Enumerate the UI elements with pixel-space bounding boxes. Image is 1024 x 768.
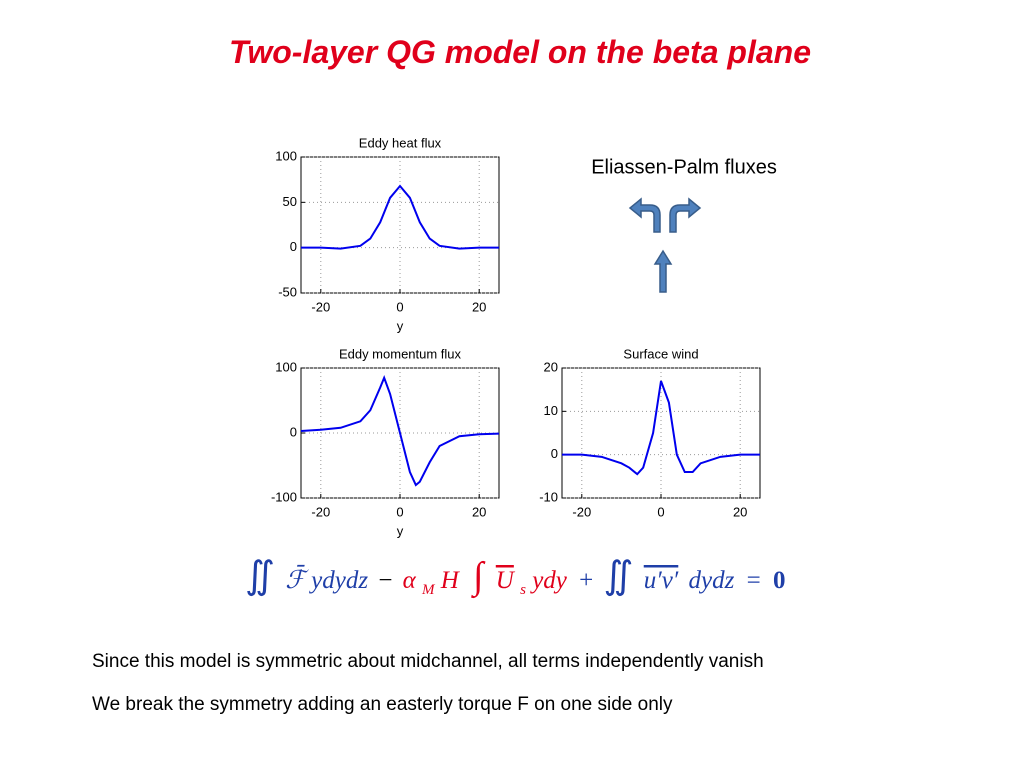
eq-sym: M [421,582,436,598]
x-tick-label: 20 [733,504,747,519]
y-tick-label: 50 [283,194,297,209]
slide-title: Two-layer QG model on the beta plane [229,34,811,70]
x-tick-label: 20 [472,299,486,314]
x-tick-label: 0 [396,299,403,314]
y-tick-label: 0 [551,446,558,461]
x-tick-label: 20 [472,504,486,519]
note: Since this model is symmetric about midc… [92,651,764,672]
ep-arrows [628,197,702,293]
equation: ∬ ℱ̄ ydydz − α M H ∫ U s ydy + ∬ u′v′ dy… [245,555,785,600]
x-tick-label: 0 [396,504,403,519]
x-tick-label: 0 [657,504,664,519]
y-tick-label: -10 [539,489,558,504]
y-tick-label: -50 [278,284,297,299]
data-line [300,374,500,487]
ep-label: Eliassen-Palm fluxes [591,156,777,178]
x-axis-label: y [397,318,404,333]
chart-title: Surface wind [623,346,698,361]
chart-title: Eddy momentum flux [339,346,462,361]
eq-sym: ydydz [308,567,368,594]
x-axis-label: y [397,523,404,538]
y-tick-label: 100 [275,148,297,163]
x-tick-label: -20 [311,504,330,519]
eq-sym: dydz [689,567,735,594]
eq-sym: ℱ̄ [285,564,309,594]
data-line [562,380,760,476]
eq-sym: 0 [773,567,786,594]
eq-sym: U [496,567,516,594]
y-tick-label: -100 [271,489,297,504]
x-tick-label: -20 [572,504,591,519]
note: We break the symmetry adding an easterly… [92,694,673,715]
y-tick-label: 10 [544,403,558,418]
chart-title: Eddy heat flux [359,135,442,150]
y-tick-label: 0 [290,239,297,254]
eq-sym: ∬ [604,555,634,597]
eq-sym: = [747,567,761,594]
eq-sym: H [440,567,461,594]
y-tick-label: 0 [290,424,297,439]
eq-sym: ∫ [471,555,486,599]
data-line [301,184,499,250]
eq-sym: − [378,567,392,594]
y-tick-label: 20 [544,359,558,374]
eq-sym: + [579,567,593,594]
eq-sym: u′v′ [644,567,679,594]
eq-sym: ∬ [245,555,275,597]
x-tick-label: -20 [311,299,330,314]
eq-sym: s [520,582,526,598]
eq-sym: α [403,567,417,594]
y-tick-label: 100 [275,359,297,374]
eq-sym: ydy [529,567,568,594]
